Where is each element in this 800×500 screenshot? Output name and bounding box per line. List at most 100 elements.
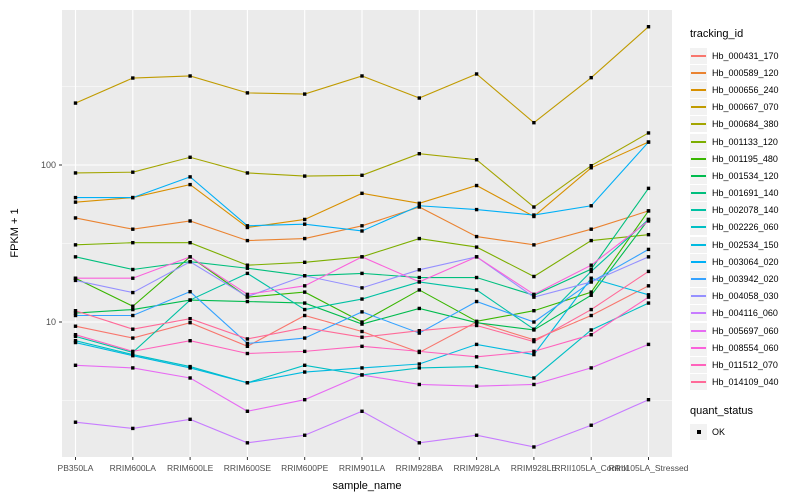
data-point-marker	[646, 295, 651, 299]
data-point-marker	[417, 331, 421, 335]
data-point-marker	[360, 191, 364, 196]
x-tick-label: RRIM600SE	[224, 463, 272, 473]
data-point-marker	[474, 207, 479, 212]
data-point-marker	[245, 263, 250, 267]
data-point-marker	[131, 313, 135, 318]
legend-item-label: Hb_001195_480	[712, 153, 778, 164]
legend-item-Hb_005697_060: Hb_005697_060	[690, 322, 800, 339]
data-point-marker	[73, 195, 78, 200]
data-point-marker	[245, 344, 250, 349]
data-point-marker	[646, 25, 651, 29]
x-tick-label: RRII105LA_Control	[554, 463, 628, 473]
data-point-marker	[188, 320, 192, 325]
x-tick-label: PB350LA	[58, 463, 94, 473]
data-point-marker	[474, 245, 479, 249]
data-point-marker	[303, 370, 307, 374]
data-point-marker	[188, 240, 192, 245]
data-point-marker	[360, 297, 364, 301]
legend-item-label: Hb_002534_150	[712, 239, 779, 250]
legend-item-label: Hb_014109_040	[712, 377, 779, 388]
data-point-marker	[131, 276, 135, 280]
legend-line-swatch	[691, 346, 706, 349]
data-point-marker	[245, 171, 250, 175]
data-point-marker	[474, 255, 479, 259]
legend-key	[690, 322, 707, 339]
legend-items: Hb_000431_170 Hb_000589_120 Hb_000656_240 H…	[690, 47, 800, 391]
legend-item-Hb_004116_060: Hb_004116_060	[690, 305, 800, 322]
legend-item-label: Hb_002226_060	[712, 222, 779, 233]
data-point-marker	[589, 307, 593, 312]
data-point-marker	[360, 255, 364, 259]
data-point-marker	[589, 269, 593, 274]
legend-key	[690, 271, 707, 288]
legend-item-Hb_003942_020: Hb_003942_020	[690, 270, 800, 288]
data-point-marker	[646, 131, 651, 135]
data-point-marker	[303, 174, 307, 178]
legend-line-swatch	[691, 106, 706, 109]
data-point-marker	[532, 352, 536, 357]
data-point-marker	[646, 342, 651, 347]
data-point-marker	[245, 341, 250, 346]
legend-key	[690, 202, 707, 219]
legend-line-swatch	[691, 381, 706, 384]
data-point-marker	[303, 433, 307, 437]
data-point-marker	[360, 373, 364, 377]
legend-key	[690, 99, 707, 116]
data-point-marker	[589, 75, 593, 80]
data-point-marker	[245, 91, 250, 95]
data-point-marker	[474, 72, 479, 76]
data-point-marker	[73, 333, 78, 337]
legend-line-swatch	[691, 192, 706, 195]
legend-item-label: Hb_011512_070	[712, 359, 778, 370]
legend-item-Hb_001534_120: Hb_001534_120	[690, 167, 800, 184]
data-point-marker	[474, 320, 479, 325]
data-point-marker	[245, 271, 250, 276]
x-tick-label: RRIM600PE	[281, 463, 329, 473]
data-point-marker	[303, 260, 307, 265]
data-point-marker	[245, 266, 250, 270]
data-point-marker	[474, 183, 479, 188]
legend-key	[690, 167, 707, 184]
legend-line-swatch	[691, 140, 706, 143]
legend-key	[690, 150, 707, 167]
legend-item-Hb_000656_240: Hb_000656_240	[690, 81, 800, 98]
data-point-marker	[303, 274, 307, 278]
data-point-marker	[532, 120, 536, 125]
data-point-marker	[188, 376, 192, 380]
data-point-marker	[532, 445, 536, 449]
data-point-marker	[532, 205, 536, 209]
data-point-marker	[532, 292, 536, 297]
data-point-marker	[73, 278, 78, 283]
data-point-marker	[589, 313, 593, 318]
data-point-marker	[131, 349, 135, 354]
data-point-marker	[188, 260, 192, 264]
data-point-marker	[417, 329, 421, 333]
legend-item-Hb_003064_020: Hb_003064_020	[690, 253, 800, 270]
data-point-marker	[646, 255, 651, 259]
data-point-marker	[131, 336, 135, 340]
data-point-marker	[532, 274, 536, 279]
data-point-marker	[188, 182, 192, 187]
data-point-marker	[360, 74, 364, 78]
data-point-marker	[245, 441, 250, 445]
data-point-marker	[245, 294, 250, 299]
x-tick-label: RRIM600LA	[110, 463, 157, 473]
legend-item-label: Hb_004116_060	[712, 308, 778, 319]
legend-line-swatch	[691, 157, 706, 160]
legend-item-Hb_002226_060: Hb_002226_060	[690, 219, 800, 236]
data-point-marker	[303, 313, 307, 318]
data-point-marker	[417, 280, 421, 284]
legend-item-label: Hb_004058_030	[712, 291, 779, 302]
data-point-marker	[474, 355, 479, 359]
data-point-marker	[73, 324, 78, 328]
data-point-marker	[303, 349, 307, 354]
legend-item-Hb_001195_480: Hb_001195_480	[690, 150, 800, 167]
data-point-marker	[589, 423, 593, 427]
data-point-marker	[589, 204, 593, 208]
legend-line-swatch	[691, 243, 706, 246]
legend-key	[690, 185, 707, 202]
data-point-marker	[188, 289, 192, 294]
x-axis-title: sample_name	[332, 480, 402, 492]
legend-line-swatch	[691, 174, 706, 177]
data-point-marker	[417, 268, 421, 272]
